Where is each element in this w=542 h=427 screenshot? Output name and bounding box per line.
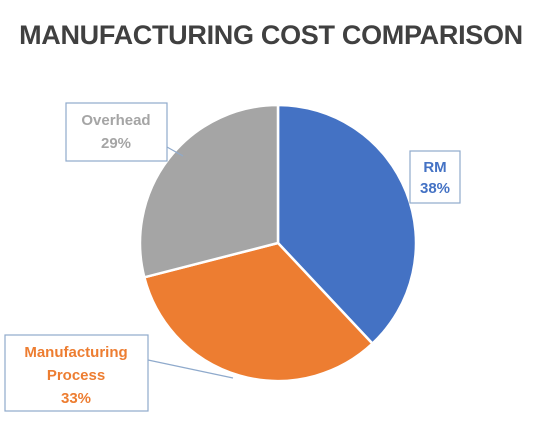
- callout-overhead-leader: [166, 146, 184, 157]
- chart-title: MANUFACTURING COST COMPARISON: [19, 20, 523, 50]
- pie-slice-overhead: [138, 103, 280, 279]
- callout-overhead-box: [65, 102, 168, 162]
- callout-rm: RM 38%: [409, 150, 461, 204]
- slice-label-overhead: Overhead: [81, 112, 150, 129]
- slice-value-manufacturing-process: 33%: [61, 390, 91, 407]
- slice-label-manufacturing: Manufacturing: [24, 344, 127, 361]
- slice-value-rm: 38%: [420, 180, 450, 197]
- slice-label-process: Process: [47, 367, 105, 384]
- callout-manufacturing-process-leader: [147, 359, 234, 379]
- callout-manufacturing-process-box: [4, 334, 149, 412]
- pie-slice-manufacturing-process: [143, 241, 374, 383]
- slice-label-rm: RM: [423, 159, 446, 176]
- pie-slice-rm: [276, 103, 418, 345]
- slice-value-overhead: 29%: [101, 135, 131, 152]
- callout-manufacturing-process: Manufacturing Process 33%: [4, 334, 234, 412]
- callout-overhead: Overhead 29%: [65, 102, 184, 162]
- callout-rm-box: [409, 150, 461, 204]
- pie-slices: [138, 103, 418, 383]
